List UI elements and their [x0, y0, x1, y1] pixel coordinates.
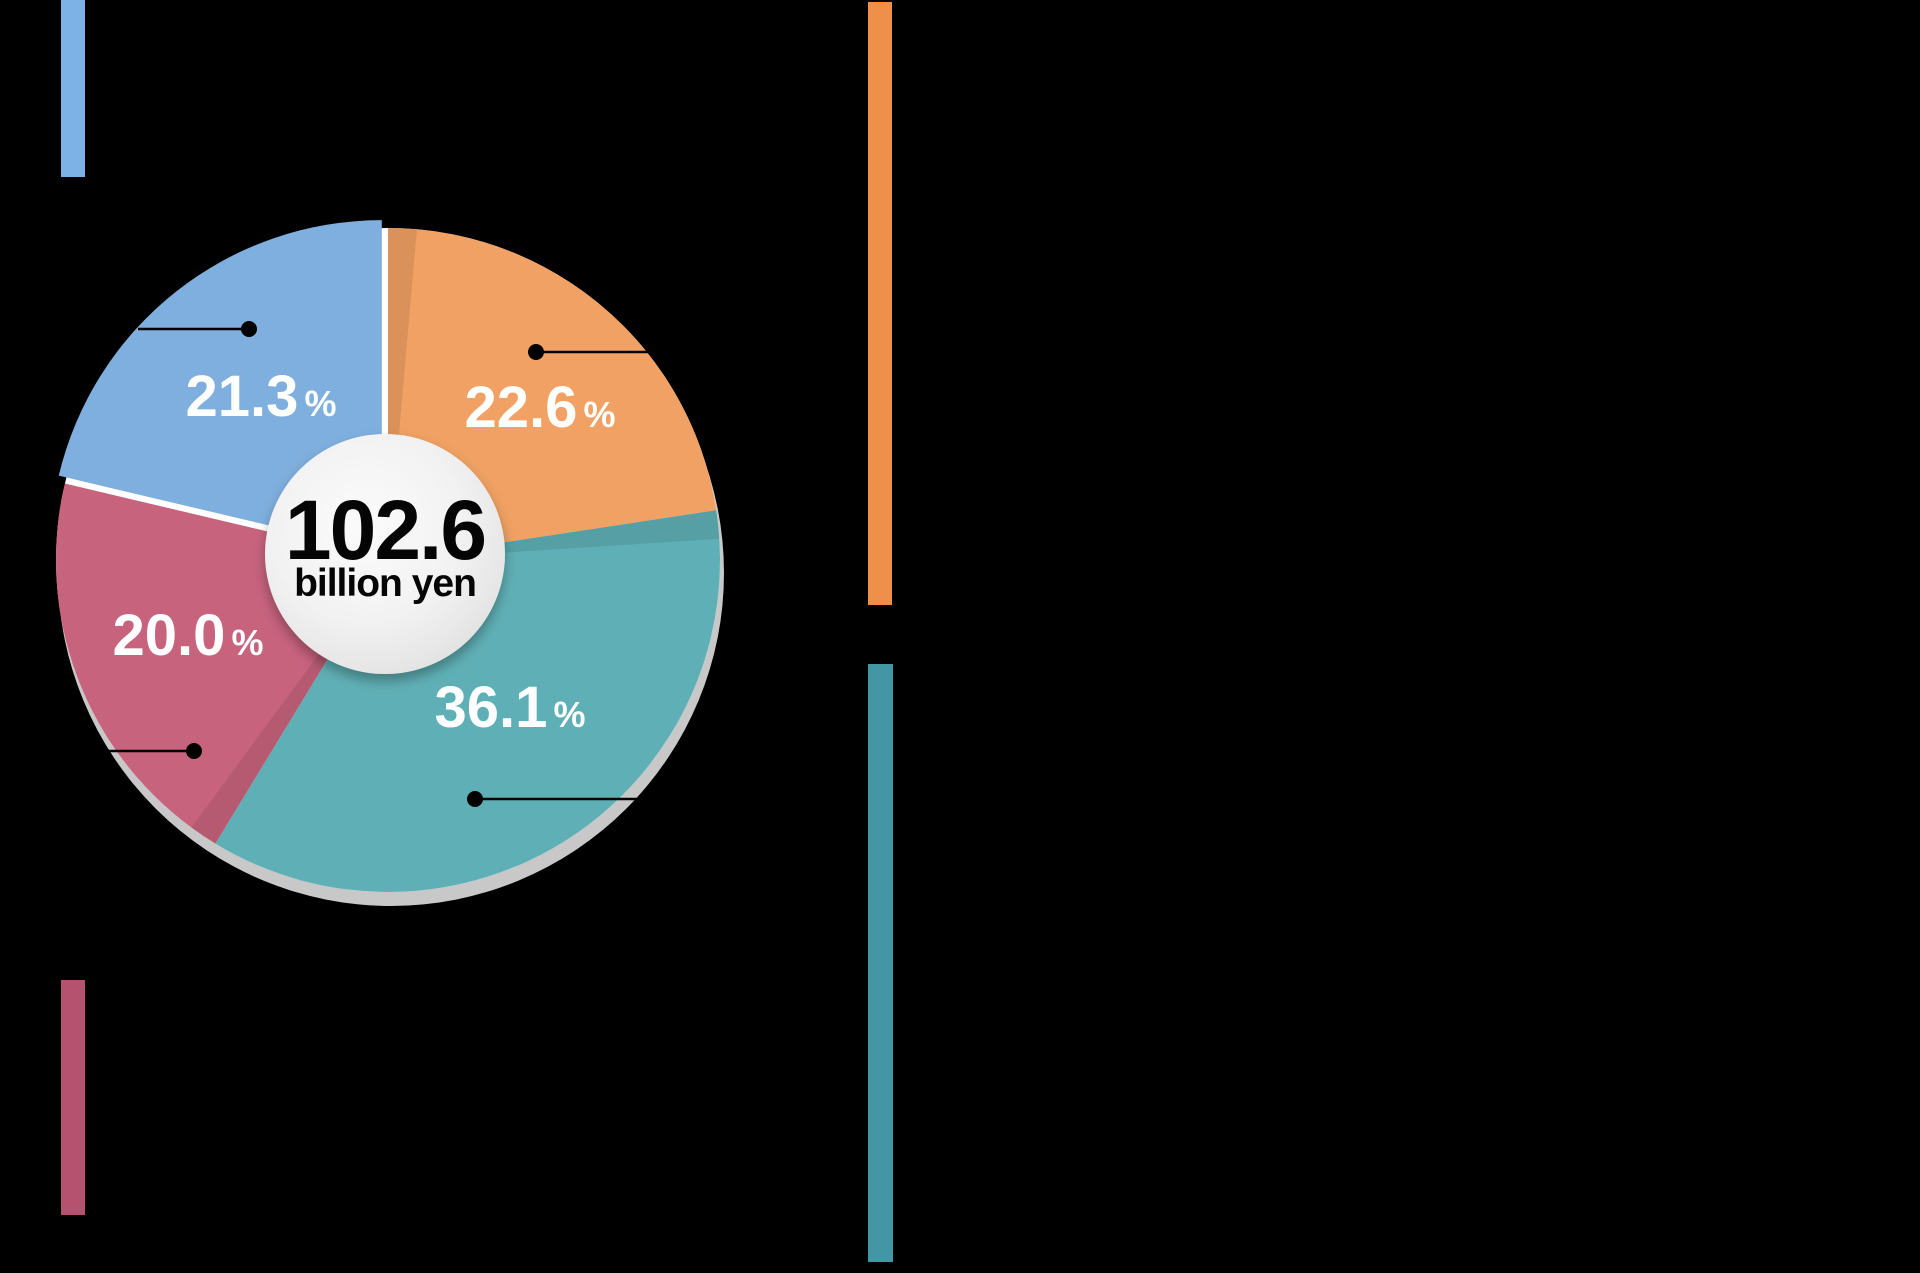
- section-marker-teal: [868, 664, 893, 1262]
- slice-label-blue: 21.3%: [186, 364, 337, 429]
- section-marker-pink: [61, 980, 85, 1215]
- slice-label-pink: 20.0%: [113, 603, 264, 668]
- callout-dot-pink: [186, 743, 202, 759]
- slice-label-orange: 22.6%: [465, 375, 616, 440]
- slice-label-teal: 36.1%: [435, 675, 586, 740]
- section-marker-blue: [61, 0, 85, 177]
- section-marker-orange: [868, 2, 892, 605]
- donut-hole: [265, 434, 505, 674]
- callout-dot-orange: [528, 344, 544, 360]
- pie-slice-teal: [215, 510, 720, 892]
- callout-dot-teal: [467, 791, 483, 807]
- callout-dot-blue: [241, 321, 257, 337]
